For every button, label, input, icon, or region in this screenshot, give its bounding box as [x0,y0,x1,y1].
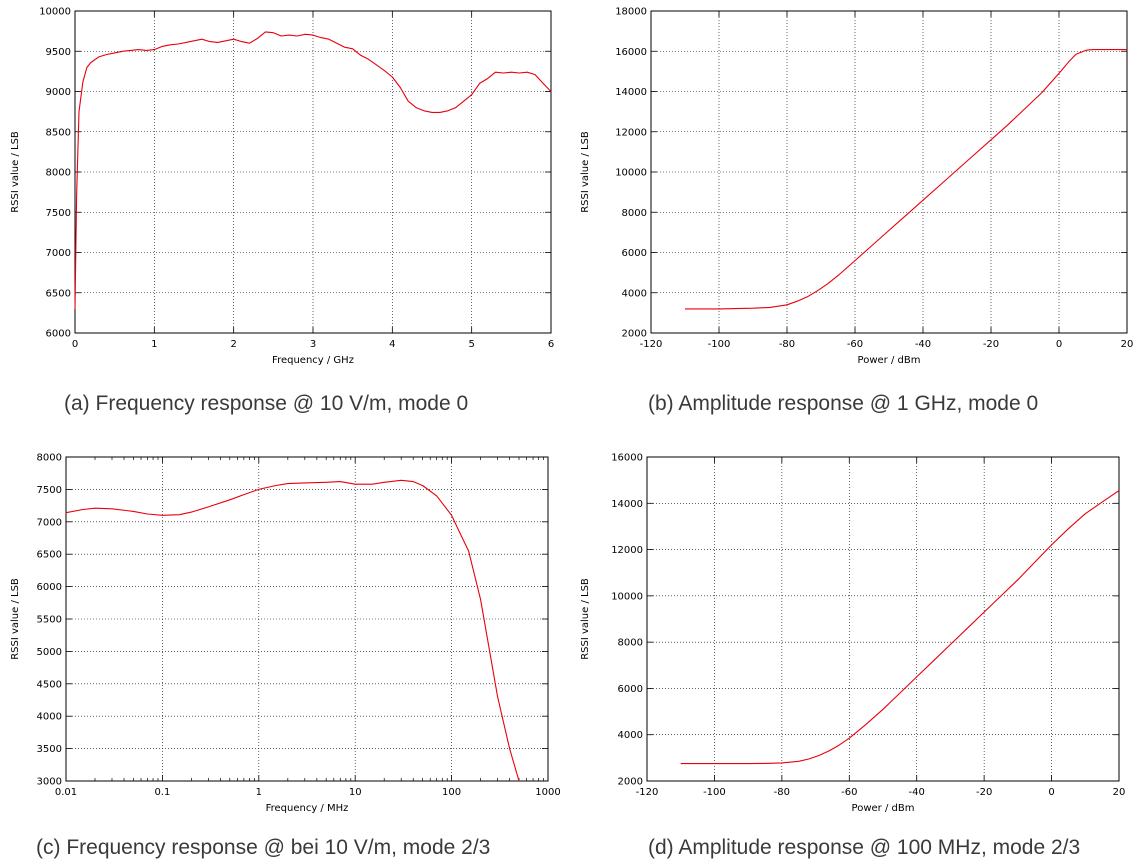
x-tick-label: -100 [703,787,726,798]
x-tick-label: 1 [256,787,262,798]
y-tick-label: 16000 [611,453,643,464]
chart-d: -120 -100 -80 -60 -40 -20 0 20 2000 4000 6000 8000 1… [580,453,1126,815]
chart-c: 0.01 0.1 1 10 100 1000 3000 3500 4000 4500 5000 550… [10,453,561,815]
caption-c: (c) Frequency response @ bei 10 V/m, mod… [36,836,491,859]
x-tick-label: 1 [151,339,157,350]
y-tick-label: 4000 [618,730,643,741]
caption-a: (a) Frequency response @ 10 V/m, mode 0 [64,392,469,415]
x-tick-label: -80 [774,787,790,798]
y-tick-label: 16000 [615,47,647,58]
y-tick-label: 8000 [46,168,71,179]
y-axis-label: RSSI value / LSB [580,131,591,213]
y-tick-label: 7500 [46,208,71,219]
panel-a: 0 1 2 3 4 5 6 6000 6500 7000 7500 8000 8500 9000 9500 1… [0,0,570,432]
chart-b: -120 -100 -80 -60 -40 -20 0 20 2000 4000 6000 8000 1… [580,7,1134,367]
x-tick-label: -20 [976,787,992,798]
x-tick-label: -40 [915,339,931,350]
y-tick-label: 7000 [46,248,71,259]
x-tick-label: 3 [310,339,316,350]
x-tick-label: 5 [468,339,474,350]
y-tick-label: 4000 [37,712,62,723]
x-tick-label: 100 [442,787,461,798]
x-tick-label: -80 [779,339,795,350]
y-tick-label: 9500 [46,47,71,58]
y-tick-label: 6000 [622,248,647,259]
x-tick-label: -60 [841,787,857,798]
plot-frame [646,456,1120,782]
x-tick-label: 10 [349,787,362,798]
plot-frame [74,10,552,334]
x-tick-label: -120 [636,787,659,798]
x-tick-label: -120 [640,339,663,350]
caption-b: (b) Amplitude response @ 1 GHz, mode 0 [648,392,1039,415]
y-axis-label: RSSI value / LSB [10,578,21,660]
y-tick-label: 4000 [622,288,647,299]
y-tick-label: 6500 [37,550,62,561]
x-tick-label: 0.01 [55,787,77,798]
y-tick-label: 8000 [618,638,643,649]
series-line [685,49,1127,310]
series-line [74,31,552,309]
y-axis-label: RSSI value / LSB [10,131,21,213]
x-tick-label: 0 [1056,339,1062,350]
x-tick-label: 20 [1121,339,1134,350]
x-tick-label: 0.1 [154,787,170,798]
caption-d: (d) Amplitude response @ 100 MHz, mode 2… [648,836,1081,859]
x-tick-label: -20 [983,339,999,350]
y-tick-label: 10000 [615,168,647,179]
y-tick-label: 8000 [37,453,62,464]
y-tick-label: 4500 [37,679,62,690]
series-line [65,479,520,782]
panel-c: 0.01 0.1 1 10 100 1000 3000 3500 4000 4500 5000 550… [0,432,570,864]
x-tick-label: 0 [72,339,78,350]
y-axis-label: RSSI value / LSB [580,578,591,660]
x-axis-label: Frequency / GHz [272,355,354,366]
y-tick-label: 10000 [611,591,643,602]
y-tick-label: 6500 [46,288,71,299]
series-line [680,490,1120,765]
y-tick-label: 2000 [618,777,643,788]
y-tick-label: 9000 [46,87,71,98]
x-tick-label: 1000 [535,787,560,798]
y-tick-label: 3500 [37,744,62,755]
y-tick-label: 12000 [615,127,647,138]
y-tick-label: 10000 [39,7,71,18]
x-tick-label: 20 [1113,787,1126,798]
y-tick-label: 14000 [611,499,643,510]
x-tick-label: 4 [389,339,395,350]
x-tick-label: -40 [909,787,925,798]
y-tick-label: 6000 [46,329,71,340]
y-tick-label: 8000 [622,208,647,219]
y-tick-label: 14000 [615,87,647,98]
y-tick-label: 8500 [46,127,71,138]
y-tick-label: 5500 [37,615,62,626]
x-tick-label: -60 [847,339,863,350]
x-axis-label: Frequency / MHz [266,803,349,814]
y-tick-label: 6000 [37,582,62,593]
x-axis-label: Power / dBm [852,803,915,814]
x-tick-label: 2 [230,339,236,350]
x-tick-label: -100 [708,339,731,350]
plot-frame [65,456,549,782]
y-tick-label: 7000 [37,517,62,528]
y-tick-label: 12000 [611,545,643,556]
plot-frame [650,10,1128,334]
x-tick-label: 6 [548,339,554,350]
y-tick-label: 5000 [37,647,62,658]
y-tick-label: 3000 [37,777,62,788]
panel-b: -120 -100 -80 -60 -40 -20 0 20 2000 4000 6000 8000 1… [570,0,1140,432]
x-axis-label: Power / dBm [858,355,921,366]
y-tick-label: 18000 [615,7,647,18]
y-tick-label: 7500 [37,485,62,496]
chart-a: 0 1 2 3 4 5 6 6000 6500 7000 7500 8000 8500 9000 9500 1… [10,7,554,367]
y-tick-label: 2000 [622,329,647,340]
panel-d: -120 -100 -80 -60 -40 -20 0 20 2000 4000 6000 8000 1… [570,432,1140,864]
y-tick-label: 6000 [618,684,643,695]
x-tick-label: 0 [1048,787,1054,798]
